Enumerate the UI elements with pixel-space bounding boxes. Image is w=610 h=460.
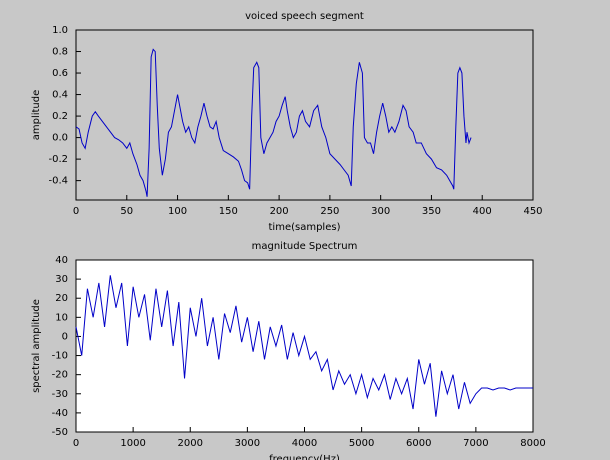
y-tick-label: 30	[55, 274, 68, 285]
y-tick-label: 0	[62, 331, 68, 342]
chart-title: magnitude Spectrum	[252, 241, 358, 252]
y-tick-label: 10	[55, 312, 68, 323]
x-tick-label: 100	[168, 206, 187, 217]
x-tick-label: 300	[371, 206, 390, 217]
x-tick-label: 400	[473, 206, 492, 217]
y-tick-label: 20	[55, 293, 68, 304]
x-tick-label: 50	[120, 206, 133, 217]
x-tick-label: 8000	[520, 438, 545, 449]
x-axis-label: frequency(Hz)	[269, 454, 340, 460]
data-line	[75, 275, 533, 417]
x-tick-label: 3000	[235, 438, 260, 449]
y-tick-label: 0.8	[52, 47, 68, 58]
x-tick-label: 7000	[463, 438, 488, 449]
y-axis-label: spectral amplitude	[31, 299, 42, 393]
y-axis-label: amplitude	[31, 90, 42, 141]
y-tick-label: -40	[52, 408, 68, 419]
data-line	[75, 48, 472, 197]
y-tick-label: 0.4	[52, 90, 68, 101]
x-tick-label: 6000	[406, 438, 431, 449]
y-tick-label: 0.2	[52, 111, 68, 122]
x-tick-label: 1000	[120, 438, 145, 449]
y-tick-label: 40	[55, 255, 68, 266]
x-tick-label: 350	[422, 206, 441, 217]
x-tick-label: 450	[523, 206, 542, 217]
y-tick-label: -0.4	[48, 176, 68, 187]
x-tick-label: 250	[320, 206, 339, 217]
y-tick-label: -0.2	[48, 154, 68, 165]
y-tick-label: -50	[52, 427, 68, 438]
y-tick-label: -10	[52, 351, 68, 362]
x-tick-label: 4000	[292, 438, 317, 449]
plot-area	[75, 29, 534, 201]
plot-area	[75, 259, 534, 433]
y-tick-label: 0.6	[52, 68, 68, 79]
chart-title: voiced speech segment	[245, 11, 364, 22]
x-tick-label: 200	[270, 206, 289, 217]
x-tick-label: 150	[219, 206, 238, 217]
x-tick-label: 2000	[178, 438, 203, 449]
x-tick-label: 0	[73, 438, 79, 449]
y-tick-label: 1.0	[52, 25, 68, 36]
x-axis-label: time(samples)	[269, 222, 341, 233]
x-tick-label: 0	[73, 206, 79, 217]
x-tick-label: 5000	[349, 438, 374, 449]
y-tick-label: -20	[52, 370, 68, 381]
y-tick-label: 0.0	[52, 133, 68, 144]
y-tick-label: -30	[52, 389, 68, 400]
